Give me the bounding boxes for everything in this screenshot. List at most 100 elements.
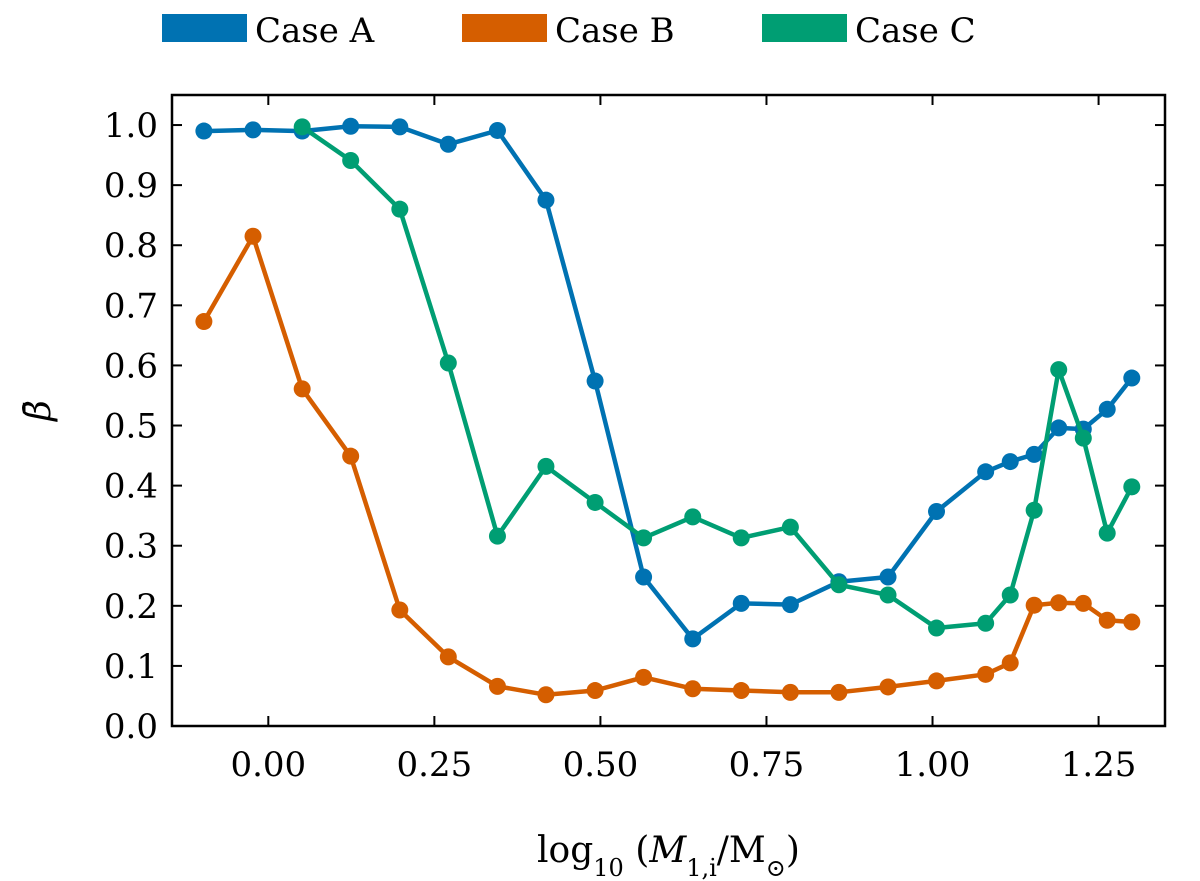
- data-point-case-b: [195, 313, 213, 331]
- data-point-case-c: [488, 527, 506, 545]
- data-point-case-c: [1050, 361, 1068, 379]
- data-point-case-b: [439, 648, 457, 666]
- plot-frame: [170, 93, 1167, 728]
- data-point-case-c: [342, 152, 360, 170]
- data-point-case-a: [732, 594, 750, 612]
- data-point-case-a: [586, 372, 604, 390]
- data-point-case-c: [1025, 501, 1043, 519]
- data-point-case-b: [781, 683, 799, 701]
- data-point-case-a: [684, 630, 702, 648]
- axis-ticks: 0.00 0.25 0.50 0.75 1.00 1.25 0.0 0.1 0.2 0.3 0.4 0…: [104, 95, 1165, 785]
- data-point-case-b: [1050, 594, 1068, 612]
- data-point-case-b: [488, 677, 506, 695]
- legend: Case A Case B Case C: [162, 11, 976, 51]
- series-line-case-c: [300, 125, 1134, 631]
- data-point-case-c: [977, 614, 995, 632]
- y-axis-label: β̄: [18, 400, 59, 423]
- data-point-case-b: [635, 668, 653, 686]
- data-point-case-a: [977, 463, 995, 481]
- data-point-case-a: [1050, 419, 1068, 437]
- data-point-case-c: [439, 354, 457, 372]
- data-point-case-a: [244, 121, 262, 139]
- data-point-case-b: [1074, 594, 1092, 612]
- data-point-case-c: [586, 493, 604, 511]
- data-point-case-c: [732, 529, 750, 547]
- y-tick-label: 0.3: [104, 527, 158, 567]
- data-point-case-a: [635, 568, 653, 586]
- data-point-case-c: [684, 508, 702, 526]
- data-point-case-a: [879, 568, 897, 586]
- legend-item-case-b: Case B: [462, 11, 675, 51]
- data-point-case-b: [1001, 654, 1019, 672]
- data-point-case-b: [1098, 611, 1116, 629]
- y-tick-label: 0.5: [104, 407, 158, 447]
- data-point-case-c: [781, 518, 799, 536]
- data-point-case-b: [1025, 596, 1043, 614]
- legend-swatch: [162, 14, 247, 42]
- data-point-case-a: [1098, 400, 1116, 418]
- data-point-case-c: [1098, 524, 1116, 542]
- data-point-case-c: [635, 529, 653, 547]
- x-tick-label: 0.50: [563, 745, 639, 785]
- legend-swatch: [762, 14, 847, 42]
- data-point-case-c: [391, 200, 409, 218]
- data-point-case-a: [537, 191, 555, 209]
- data-point-case-b: [391, 601, 409, 619]
- data-point-case-a: [1025, 445, 1043, 463]
- y-tick-label: 0.2: [104, 587, 158, 627]
- data-point-case-b: [293, 380, 311, 398]
- data-point-case-b: [977, 665, 995, 683]
- data-point-case-b: [928, 672, 946, 690]
- y-tick-label: 0.7: [104, 286, 158, 326]
- y-tick-label: 0.1: [104, 647, 158, 687]
- data-point-case-a: [928, 502, 946, 520]
- data-point-case-a: [1123, 369, 1141, 387]
- y-tick-label: 0.6: [104, 346, 158, 386]
- legend-swatch: [462, 14, 547, 42]
- data-point-case-c: [1001, 586, 1019, 604]
- series-layer: [195, 117, 1141, 704]
- y-tick-label: 0.0: [104, 707, 158, 747]
- data-point-case-b: [684, 680, 702, 698]
- x-tick-label: 0.75: [729, 745, 805, 785]
- x-tick-label: 0.00: [230, 745, 306, 785]
- data-point-case-a: [342, 117, 360, 135]
- data-point-case-b: [1123, 613, 1141, 631]
- data-point-case-c: [293, 118, 311, 136]
- series-case-c: [293, 118, 1141, 637]
- legend-item-case-c: Case C: [762, 11, 976, 51]
- data-point-case-a: [488, 121, 506, 139]
- series-case-a: [195, 117, 1141, 648]
- data-point-case-b: [244, 227, 262, 245]
- legend-item-case-a: Case A: [162, 11, 375, 51]
- data-point-case-c: [879, 586, 897, 604]
- x-axis-label: log10 (M1,i/M⊙): [537, 830, 800, 881]
- data-point-case-b: [586, 682, 604, 700]
- data-point-case-b: [732, 682, 750, 700]
- data-point-case-a: [781, 596, 799, 614]
- y-tick-label: 1.0: [104, 106, 158, 146]
- y-tick-label: 0.4: [104, 467, 158, 507]
- data-point-case-b: [342, 447, 360, 465]
- data-point-case-c: [537, 457, 555, 475]
- legend-label: Case C: [855, 11, 976, 51]
- y-tick-label: 0.9: [104, 166, 158, 206]
- data-point-case-a: [439, 135, 457, 153]
- data-point-case-a: [391, 118, 409, 136]
- x-tick-label: 0.25: [397, 745, 473, 785]
- legend-label: Case B: [555, 11, 675, 51]
- y-tick-label: 0.8: [104, 226, 158, 266]
- data-point-case-c: [928, 619, 946, 637]
- data-point-case-b: [879, 678, 897, 696]
- data-point-case-a: [195, 122, 213, 140]
- data-point-case-c: [1123, 478, 1141, 496]
- data-point-case-b: [830, 683, 848, 701]
- data-point-case-c: [1074, 429, 1092, 447]
- series-case-b: [195, 227, 1141, 704]
- x-tick-label: 1.00: [895, 745, 971, 785]
- x-tick-label: 1.25: [1061, 745, 1137, 785]
- data-point-case-a: [1001, 453, 1019, 471]
- series-line-case-a: [203, 123, 1134, 642]
- legend-label: Case A: [255, 11, 375, 51]
